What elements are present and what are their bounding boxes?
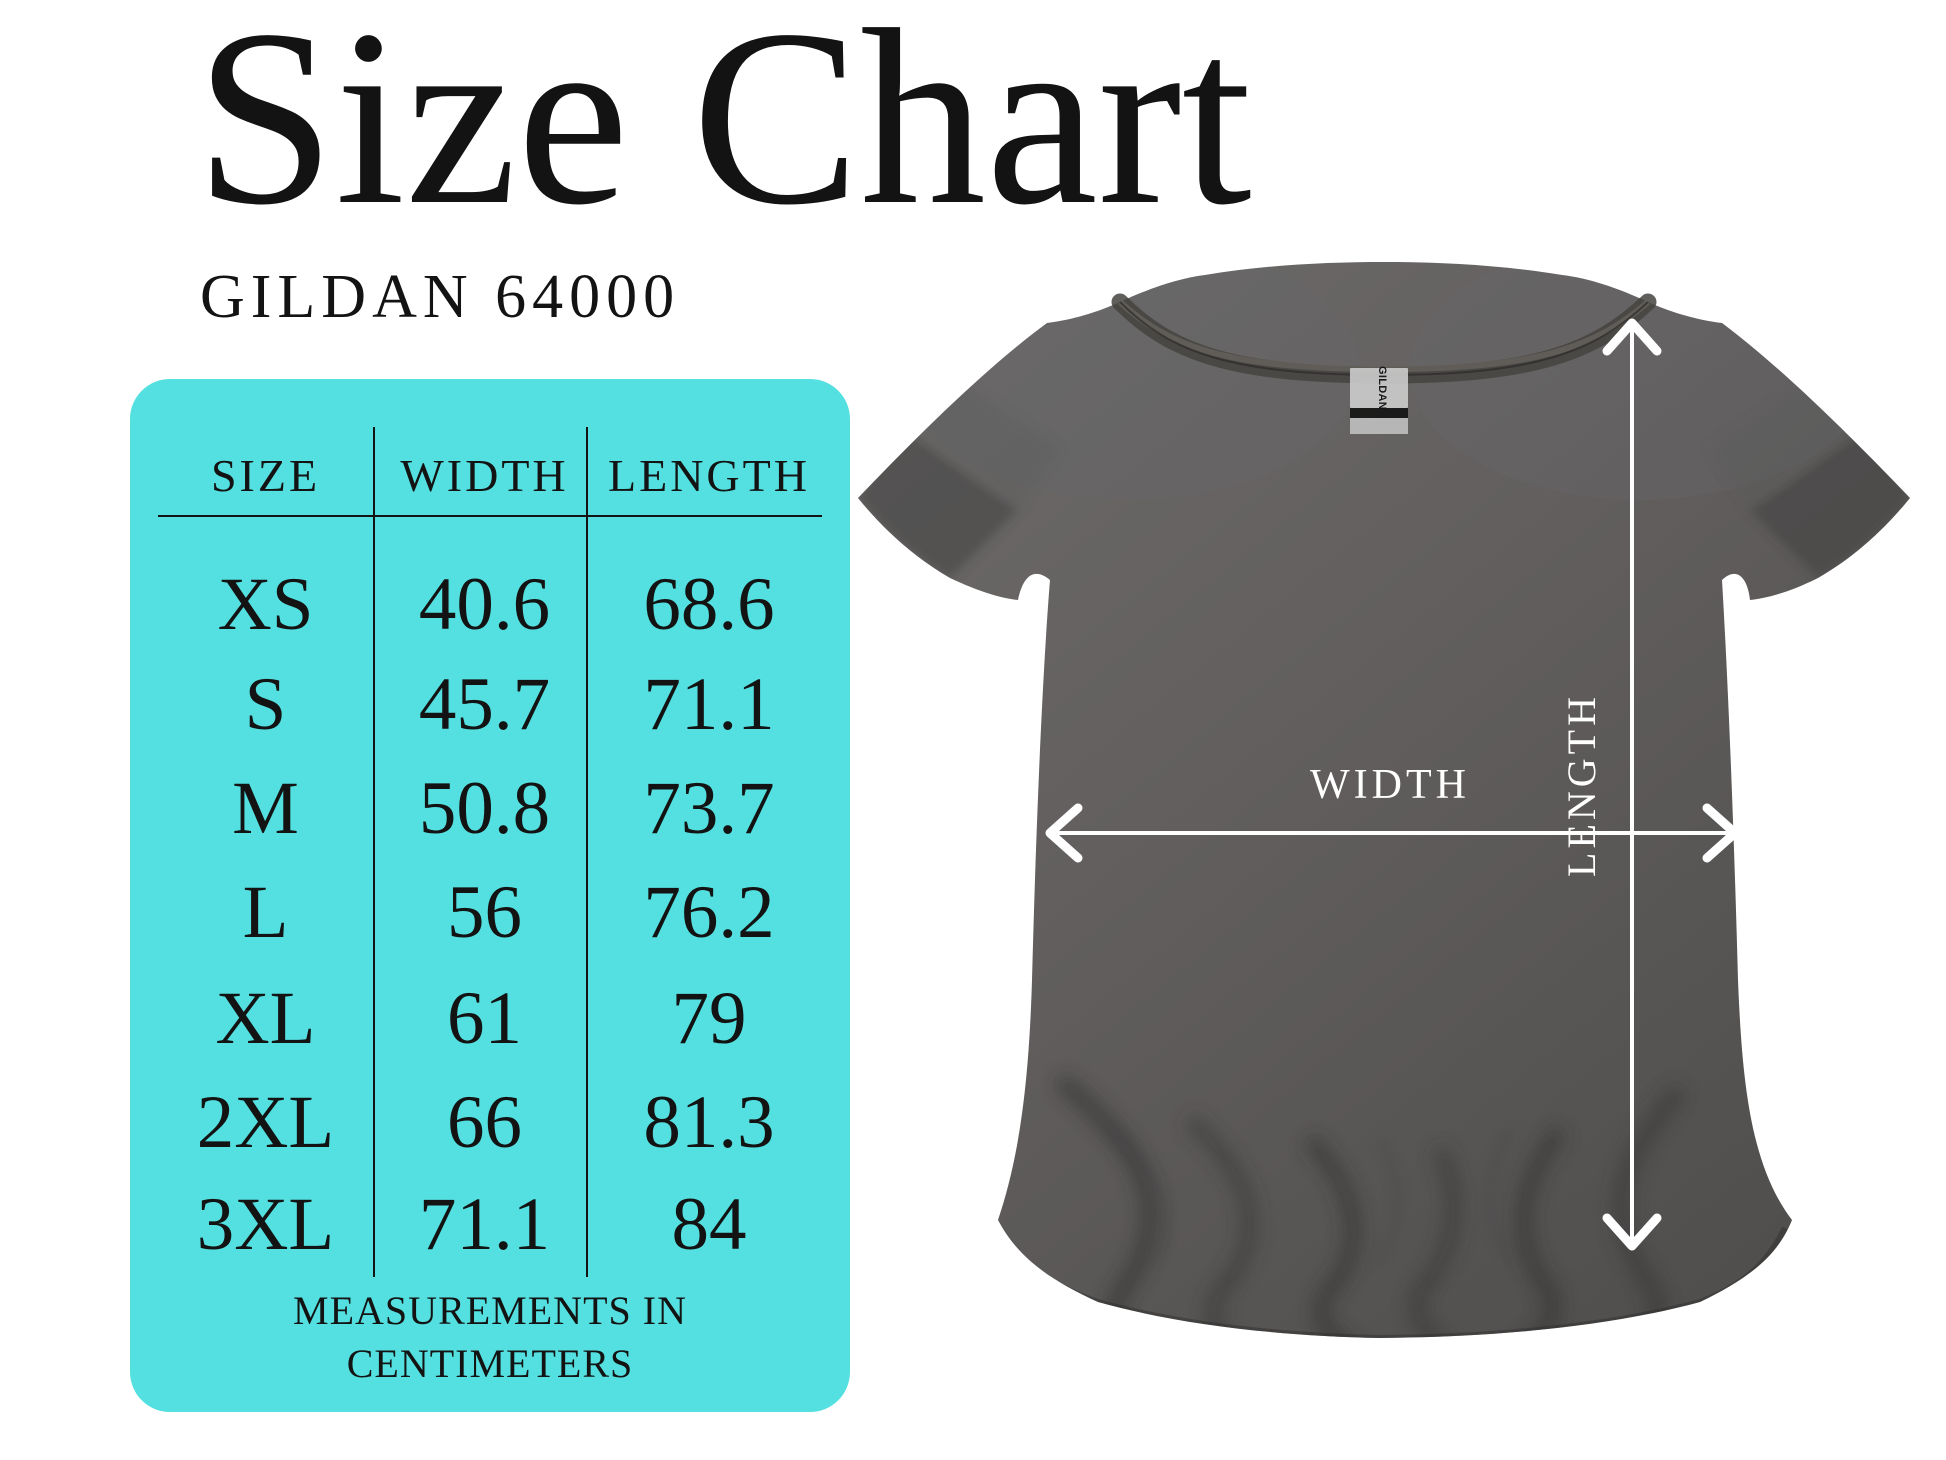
svg-text:WIDTH: WIDTH [1310, 762, 1470, 808]
svg-text:GILDAN: GILDAN [1376, 366, 1388, 410]
svg-text:LENGTH: LENGTH [1559, 693, 1604, 877]
